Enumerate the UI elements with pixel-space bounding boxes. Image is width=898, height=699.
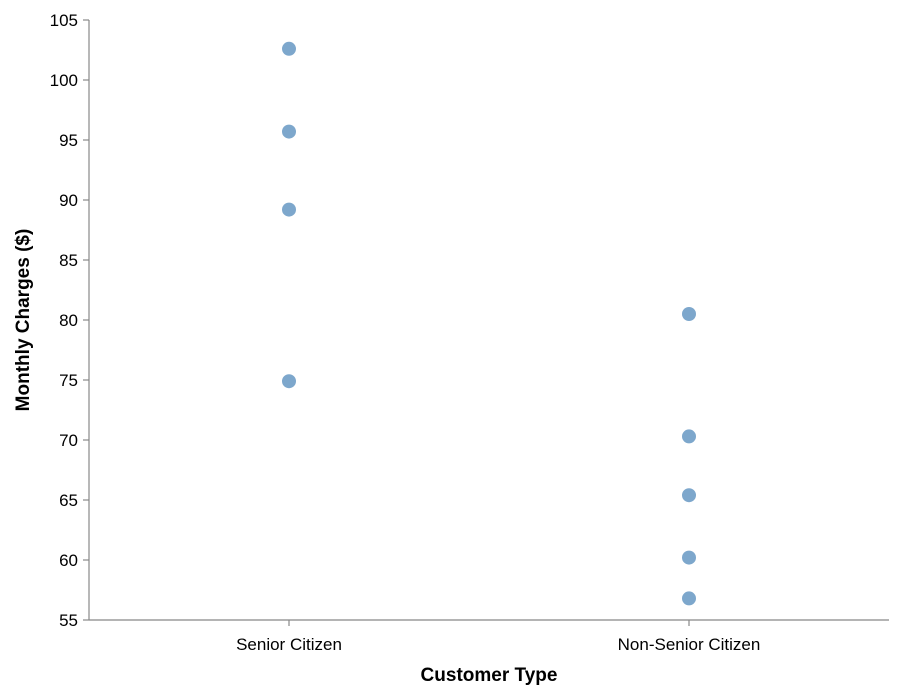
y-tick-label: 100 [50,71,78,90]
data-point[interactable] [682,307,696,321]
y-tick-label: 95 [59,131,78,150]
data-point[interactable] [682,429,696,444]
y-axis: 55 60 65 70 75 80 85 90 95 100 105 [50,11,90,630]
y-tick-label: 75 [59,371,78,390]
y-tick-label: 90 [59,191,78,210]
y-tick-label: 105 [50,11,78,30]
data-points [282,41,696,606]
data-point[interactable] [282,41,296,56]
y-tick-label: 70 [59,431,78,450]
x-tick-label: Non-Senior Citizen [618,635,761,654]
data-point[interactable] [682,488,696,503]
y-tick-label: 65 [59,491,78,510]
y-tick-label: 55 [59,611,78,630]
y-tick-label: 85 [59,251,78,270]
y-tick-label: 80 [59,311,78,330]
data-point[interactable] [282,124,296,139]
x-axis-title: Customer Type [421,665,558,686]
data-point[interactable] [682,591,696,606]
data-point[interactable] [282,374,296,389]
y-axis-title: Monthly Charges ($) [13,229,34,412]
x-axis: Senior Citizen Non-Senior Citizen [89,619,889,654]
y-tick-label: 60 [59,551,78,570]
x-tick-label: Senior Citizen [236,635,342,654]
data-point[interactable] [282,202,296,217]
data-point[interactable] [682,550,696,565]
